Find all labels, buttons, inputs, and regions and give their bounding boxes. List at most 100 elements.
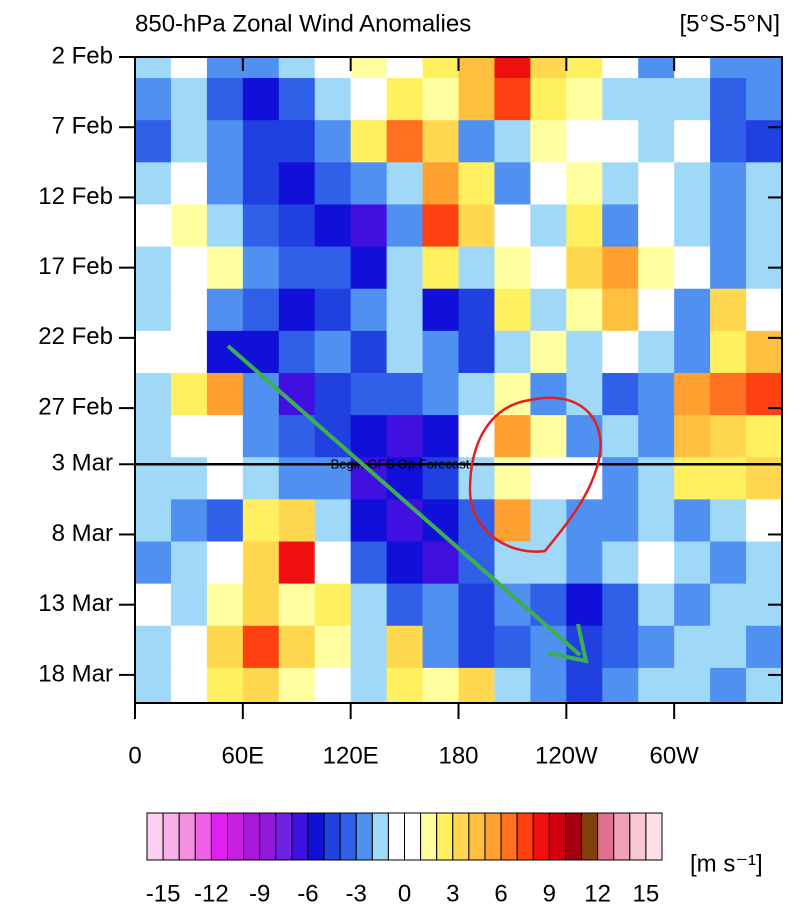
colorbar-tick-label: 12 — [584, 880, 611, 907]
heatmap-cell — [566, 57, 603, 79]
heatmap-cell — [170, 120, 208, 163]
heatmap-cell — [206, 288, 244, 332]
heatmap-cell — [674, 246, 711, 290]
heatmap-cell — [135, 372, 172, 416]
heatmap-cell — [602, 330, 639, 374]
heatmap-cell — [135, 625, 172, 669]
heatmap-cell — [170, 667, 208, 703]
heatmap-cell — [350, 667, 388, 703]
heatmap-cell — [710, 57, 747, 79]
heatmap-cell — [386, 57, 424, 79]
heatmap-cell — [170, 625, 208, 669]
heatmap-cell — [242, 667, 280, 703]
colorbar-tick-label: -12 — [194, 880, 229, 907]
heatmap-cell — [314, 330, 352, 374]
heatmap-cell — [746, 625, 782, 669]
heatmap-cell — [746, 541, 782, 585]
heatmap-cell — [350, 162, 388, 206]
heatmap-cell — [242, 372, 280, 416]
heatmap-cell — [278, 330, 316, 374]
heatmap-cell — [350, 330, 388, 374]
heatmap-cell — [242, 330, 280, 374]
heatmap-cell — [170, 415, 208, 458]
heatmap-cell — [710, 499, 747, 543]
colorbar-box — [355, 812, 373, 861]
colorbar-tick-label: -3 — [346, 880, 367, 907]
colorbar-box — [500, 812, 518, 861]
annotation: Begin GFS Op Forecast — [331, 457, 470, 472]
heatmap-cell — [674, 330, 711, 374]
heatmap-cell — [242, 57, 280, 79]
heatmap-cell — [135, 330, 172, 374]
heatmap-cell — [566, 78, 603, 121]
heatmap-cell — [386, 162, 424, 206]
heatmap-cell — [422, 625, 460, 669]
y-tick-label: 3 Mar — [52, 450, 113, 477]
colorbar-box — [613, 812, 631, 861]
heatmap-cell — [566, 246, 603, 290]
heatmap-cell — [314, 120, 352, 163]
y-tick-label: 18 Mar — [38, 660, 113, 687]
heatmap-cell — [710, 162, 747, 206]
heatmap-cell — [278, 541, 316, 585]
heatmap-cell — [602, 625, 639, 669]
heatmap-cell — [314, 625, 352, 669]
colorbar-box — [210, 812, 228, 861]
colorbar-box — [178, 812, 196, 861]
heatmap-cell — [710, 246, 747, 290]
heatmap-cell — [530, 78, 567, 121]
heatmap-cell — [458, 288, 496, 332]
heatmap-cell — [278, 57, 316, 79]
colorbar-box — [532, 812, 550, 861]
heatmap-cell — [386, 288, 424, 332]
axes: 2 Feb 7 Feb 12 Feb 17 Feb 22 Feb 27 Feb 3 Mar 8… — [38, 42, 783, 769]
heatmap-cell — [566, 120, 603, 163]
heatmap-cell — [710, 204, 747, 248]
heatmap-cell — [494, 162, 531, 206]
heatmap-cell — [278, 583, 316, 627]
y-tick-label: 8 Mar — [52, 520, 113, 547]
heatmap-cell — [386, 120, 424, 163]
heatmap-cell — [458, 372, 496, 416]
heatmap-cell — [242, 288, 280, 332]
heatmap-cell — [710, 625, 747, 669]
heatmap-cell — [566, 667, 603, 703]
x-tick-label: 180 — [438, 742, 478, 769]
heatmap-cell — [458, 57, 496, 79]
heatmap-cell — [242, 162, 280, 206]
heatmap-cell — [242, 120, 280, 163]
heatmap-cell — [386, 415, 424, 458]
heatmap-cell — [710, 120, 747, 163]
heatmap-cell — [494, 78, 531, 121]
y-tick-label: 17 Feb — [38, 253, 113, 280]
heatmap-cell — [746, 667, 782, 703]
heatmap-cell — [458, 625, 496, 669]
heatmap-cell — [135, 541, 172, 585]
heatmap-cell — [602, 57, 639, 79]
heatmap-cell — [206, 583, 244, 627]
heatmap-cell — [350, 415, 388, 458]
heatmap-cell — [710, 667, 747, 703]
heatmap-cell — [602, 415, 639, 458]
heatmap-cell — [458, 330, 496, 374]
heatmap-cell — [530, 246, 567, 290]
heatmap-cell — [350, 246, 388, 290]
heatmap-cell — [422, 667, 460, 703]
heatmap-cell — [494, 625, 531, 669]
propagation-arrow — [226, 344, 582, 657]
colorbar-box — [468, 812, 486, 861]
colorbar: -15 -12 -9 -6 -3 0 3 6 9 12 15 — [146, 812, 663, 907]
heatmap-cell — [350, 541, 388, 585]
heatmap-cell — [458, 499, 496, 543]
heatmap-cell — [135, 499, 172, 543]
heatmap-cell — [135, 246, 172, 290]
heatmap-cell — [350, 57, 388, 79]
y-tick-label: 27 Feb — [38, 393, 113, 420]
heatmap-cell — [638, 625, 675, 669]
heatmap-cell — [206, 162, 244, 206]
heatmap-cell — [386, 625, 424, 669]
heatmap-cell — [494, 120, 531, 163]
heatmap-cell — [278, 120, 316, 163]
heatmap-cell — [638, 246, 675, 290]
heatmap-cell — [422, 415, 460, 458]
